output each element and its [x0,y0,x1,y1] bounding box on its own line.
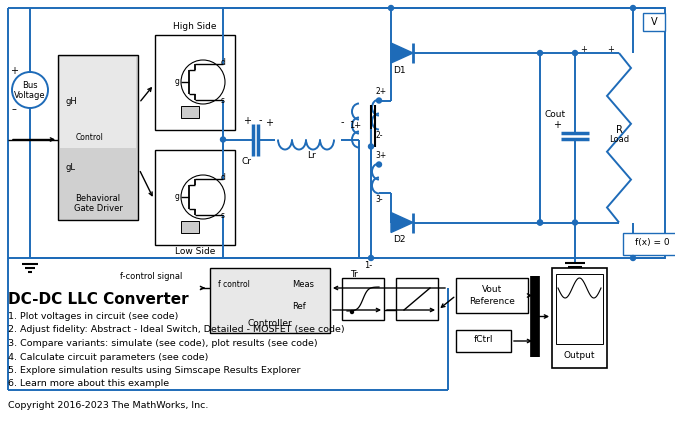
Text: s: s [221,96,225,105]
Text: gL: gL [66,163,76,172]
Polygon shape [391,43,413,63]
Text: Cout: Cout [545,110,566,119]
Circle shape [377,98,381,103]
Text: 3-: 3- [375,195,383,203]
Bar [342,278,384,320]
Bar [556,274,603,344]
Text: Bus: Bus [22,81,38,90]
Text: Load: Load [609,135,629,144]
Text: Ref: Ref [292,302,306,311]
Polygon shape [391,213,413,233]
Text: D2: D2 [393,235,405,244]
Text: 5. Explore simulation results using Simscape Results Explorer: 5. Explore simulation results using Sims… [8,366,300,375]
Text: Reference: Reference [469,297,515,306]
Text: V: V [651,17,657,27]
Circle shape [181,60,225,104]
Circle shape [537,220,543,225]
Text: 3+: 3+ [375,151,386,160]
Text: Behavioral: Behavioral [76,194,121,203]
Text: f control: f control [218,280,250,289]
Circle shape [369,144,373,149]
Bar [181,221,199,233]
Text: Low Side: Low Side [175,247,215,256]
Text: R: R [616,125,622,135]
Circle shape [389,5,394,11]
Text: d: d [221,173,226,182]
Text: 6. Learn more about this example: 6. Learn more about this example [8,379,169,389]
Bar [396,278,438,320]
Circle shape [572,51,578,56]
Text: f-control signal: f-control signal [120,272,182,281]
Text: High Side: High Side [173,22,217,31]
Text: Meas: Meas [292,280,314,289]
Text: gH: gH [66,97,78,106]
Circle shape [630,255,635,260]
Text: 1. Plot voltages in circuit (see code): 1. Plot voltages in circuit (see code) [8,312,178,321]
Circle shape [537,51,543,56]
Bar [155,35,235,130]
Text: fCtrl: fCtrl [474,335,493,344]
Text: Control: Control [76,133,104,143]
Text: DC-DC LLC Converter: DC-DC LLC Converter [8,292,188,307]
Text: -: - [259,116,263,125]
Text: 2. Adjust fidelity: Abstract - Ideal Switch, Detailed - MOSFET (see code): 2. Adjust fidelity: Abstract - Ideal Swi… [8,325,345,335]
Text: Tr: Tr [350,270,358,279]
Bar [181,106,199,118]
Text: g: g [175,192,180,201]
Bar [155,150,235,245]
Text: Controller: Controller [248,319,292,328]
Text: Voltage: Voltage [14,90,46,100]
Text: Lr: Lr [306,151,315,160]
Circle shape [572,220,578,225]
Text: +: + [607,45,614,54]
Text: 3. Compare variants: simulate (see code), plot results (see code): 3. Compare variants: simulate (see code)… [8,339,318,348]
Circle shape [369,255,373,260]
Text: 4. Calculate circuit parameters (see code): 4. Calculate circuit parameters (see cod… [8,352,209,362]
Bar [210,268,330,333]
Text: -: - [341,117,344,127]
Text: g: g [175,77,180,86]
Bar [456,278,528,313]
Bar [623,233,675,254]
Text: Cr: Cr [242,157,252,167]
Circle shape [181,175,225,219]
Circle shape [377,162,381,167]
Text: f(x) = 0: f(x) = 0 [634,238,670,246]
Text: Copyright 2016-2023 The MathWorks, Inc.: Copyright 2016-2023 The MathWorks, Inc. [8,401,209,410]
Circle shape [12,72,48,108]
Bar [643,13,665,31]
Text: +: + [243,116,251,125]
Text: Output: Output [564,351,595,360]
Text: 2+: 2+ [375,87,386,95]
Text: –: – [11,104,16,114]
Text: 1-: 1- [364,261,372,270]
Text: +: + [265,117,273,127]
Circle shape [537,220,543,225]
Circle shape [350,311,354,314]
Circle shape [221,137,225,142]
Bar [552,268,607,368]
Bar [456,330,511,352]
Text: 1+: 1+ [349,122,361,130]
Bar [58,55,138,220]
Circle shape [630,5,635,11]
Text: Vout: Vout [482,285,502,294]
Text: d: d [221,58,226,67]
Bar [60,57,136,148]
Text: Gate Driver: Gate Driver [74,204,122,213]
Text: +: + [580,45,587,54]
Text: 2-: 2- [375,130,383,140]
Text: s: s [221,211,225,220]
Text: D1: D1 [393,66,405,75]
Text: +: + [553,120,561,130]
Text: +: + [10,66,18,76]
